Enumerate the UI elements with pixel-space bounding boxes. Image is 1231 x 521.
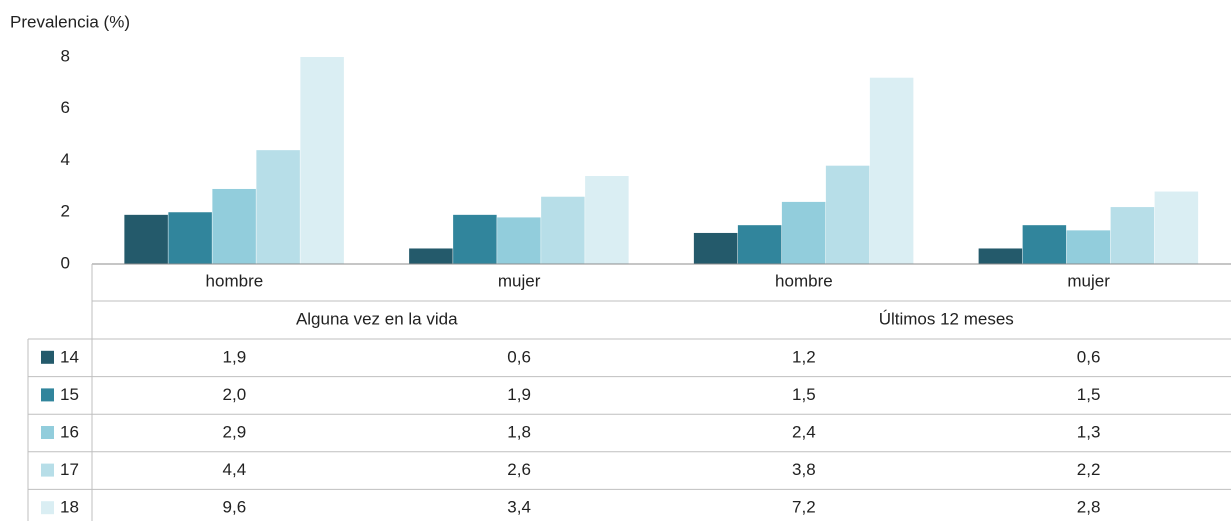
legend-label: 14	[60, 347, 79, 366]
y-tick-label: 2	[61, 202, 70, 221]
y-tick-label: 8	[61, 46, 70, 65]
bar	[737, 225, 782, 264]
bar	[1110, 207, 1155, 264]
x-tick-label: hombre	[206, 271, 264, 290]
bar	[256, 150, 300, 264]
bar	[453, 214, 497, 264]
legend-swatch	[41, 501, 54, 515]
x-tick-label: mujer	[1067, 271, 1110, 290]
bar	[497, 217, 541, 264]
bar	[1022, 225, 1067, 264]
legend-label: 17	[60, 460, 79, 479]
table-value: 1,9	[223, 347, 247, 366]
bar	[781, 201, 826, 264]
table-value: 0,6	[507, 347, 531, 366]
table-value: 1,5	[1077, 385, 1101, 404]
table-value: 2,2	[1077, 460, 1101, 479]
bar	[869, 77, 914, 264]
legend-swatch	[41, 463, 54, 477]
table-value: 1,9	[507, 385, 531, 404]
bar	[1154, 191, 1199, 264]
bar	[409, 248, 453, 264]
group-label: Últimos 12 meses	[879, 309, 1014, 328]
legend-swatch	[41, 350, 54, 364]
bar	[212, 188, 256, 264]
table-value: 1,3	[1077, 422, 1101, 441]
table-value: 1,5	[792, 385, 816, 404]
y-tick-label: 6	[61, 98, 70, 117]
bar	[168, 212, 212, 264]
plot-area	[124, 57, 1199, 264]
table-value: 3,4	[507, 498, 531, 517]
table-value: 4,4	[223, 460, 247, 479]
x-tick-label: hombre	[775, 271, 833, 290]
table-value: 2,9	[223, 422, 247, 441]
legend-label: 16	[60, 422, 79, 441]
table-value: 1,2	[792, 347, 816, 366]
bar	[300, 57, 344, 264]
table-value: 2,4	[792, 422, 816, 441]
bar	[541, 196, 585, 264]
bar	[825, 165, 870, 264]
y-axis-label: Prevalencia (%)	[10, 12, 130, 31]
legend-swatch	[41, 388, 54, 402]
legend-label: 15	[60, 385, 79, 404]
table-value: 9,6	[223, 498, 247, 517]
table-value: 7,2	[792, 498, 816, 517]
y-tick-label: 0	[61, 253, 70, 272]
table-value: 2,6	[507, 460, 531, 479]
bar	[124, 214, 168, 264]
bar	[1066, 230, 1111, 264]
table-value: 2,0	[223, 385, 247, 404]
table-value: 0,6	[1077, 347, 1101, 366]
bar	[585, 176, 629, 264]
table-value: 1,8	[507, 422, 531, 441]
group-label: Alguna vez en la vida	[296, 309, 458, 328]
table-value: 3,8	[792, 460, 816, 479]
bar	[693, 232, 738, 264]
bar	[978, 248, 1023, 264]
x-tick-label: mujer	[498, 271, 541, 290]
y-tick-label: 4	[61, 150, 70, 169]
table-value: 2,8	[1077, 498, 1101, 517]
legend-label: 18	[60, 498, 79, 517]
legend-swatch	[41, 426, 54, 439]
